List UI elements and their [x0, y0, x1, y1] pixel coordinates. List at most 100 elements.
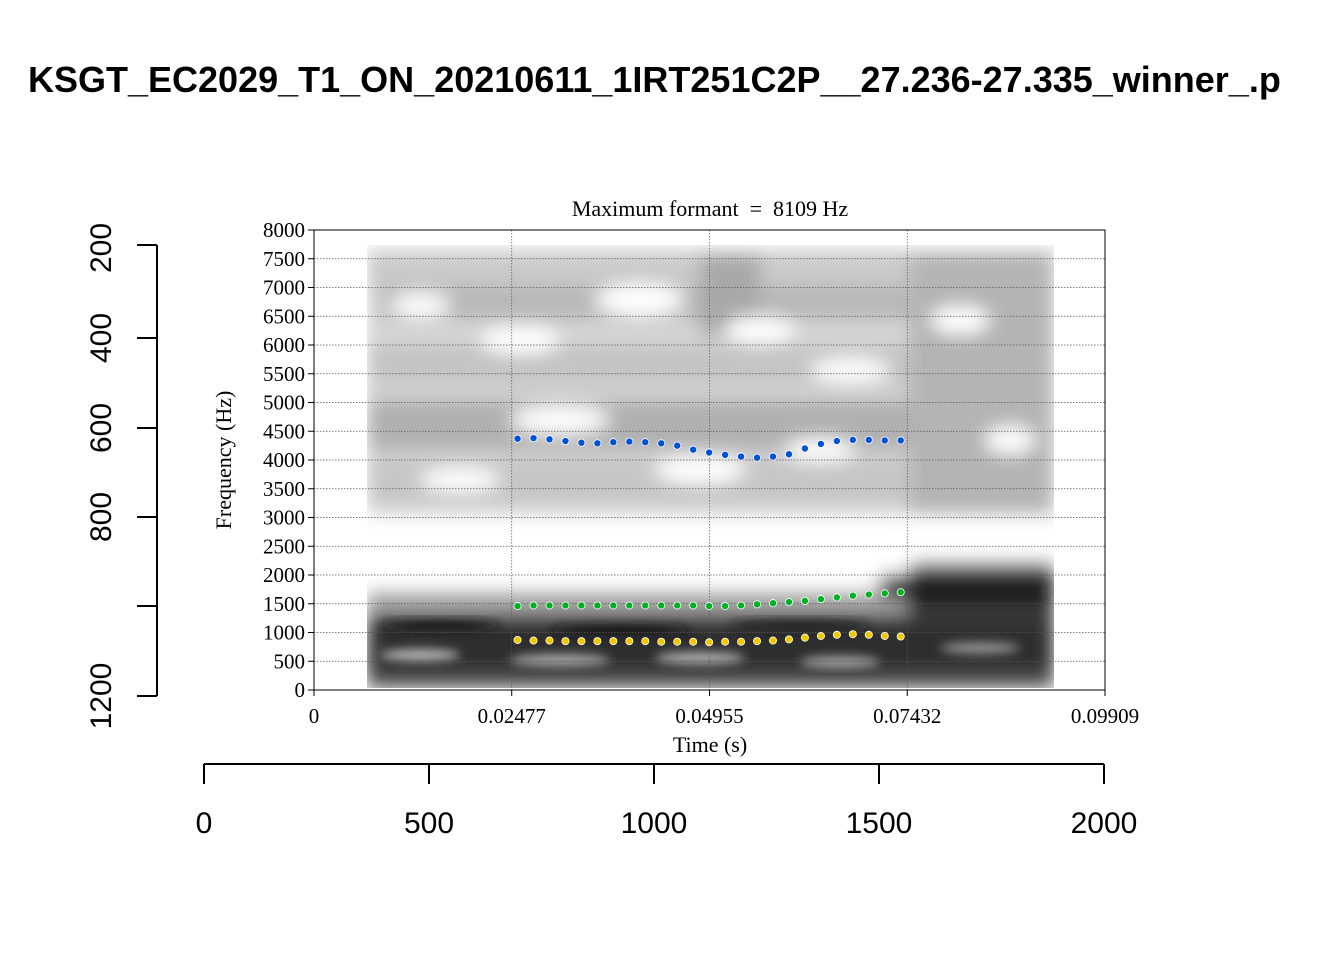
y-tick-label: 6500: [263, 304, 305, 328]
formant-point: [753, 453, 762, 462]
y-tick-label: 0: [295, 678, 306, 702]
formant-point: [561, 601, 570, 610]
formant-point: [641, 438, 650, 447]
formant-point: [705, 448, 714, 457]
formant-point: [689, 445, 698, 454]
formant-point: [689, 601, 698, 610]
y-tick-label: 6000: [263, 333, 305, 357]
formant-point: [832, 593, 841, 602]
formant-series-1: [513, 434, 905, 462]
formant-point: [625, 637, 634, 646]
formant-point: [721, 637, 730, 646]
outer-y-tick-label: 200: [85, 223, 118, 273]
outer-x-tick-label: 500: [404, 807, 454, 840]
x-tick-label: 0.04955: [675, 704, 743, 728]
outer-x-tick-label: 2000: [1071, 807, 1138, 840]
formant-point: [657, 637, 666, 646]
formant-point: [848, 591, 857, 600]
y-tick-label: 5000: [263, 391, 305, 415]
formant-point: [800, 633, 809, 642]
y-tick-label: 5500: [263, 362, 305, 386]
y-tick-label: 8000: [263, 218, 305, 242]
formant-point: [545, 435, 554, 444]
formant-point: [816, 631, 825, 640]
formant-series-3: [513, 630, 905, 647]
formant-point: [769, 599, 778, 608]
x-axis: 0 0.02477 0.04955 0.07432 0.09909: [309, 690, 1139, 728]
formant-point: [896, 632, 905, 641]
y-tick-label: 2000: [263, 563, 305, 587]
formant-point: [593, 637, 602, 646]
outer-y-tick-label: 600: [85, 403, 118, 453]
outer-x-tick-label: 0: [196, 807, 213, 840]
formant-point: [737, 637, 746, 646]
formant-point: [577, 601, 586, 610]
formant-point: [864, 590, 873, 599]
page-title: KSGT_EC2029_T1_ON_20210611_1IRT251C2P__2…: [28, 59, 1281, 100]
y-tick-label: 4000: [263, 448, 305, 472]
formant-point: [769, 636, 778, 645]
formant-point: [513, 602, 522, 611]
formant-point: [609, 438, 618, 447]
formant-point: [880, 631, 889, 640]
x-axis-label: Time (s): [673, 732, 747, 757]
formant-point: [689, 637, 698, 646]
x-tick-label: 0.02477: [478, 704, 546, 728]
formant-point: [721, 602, 730, 611]
y-tick-label: 7000: [263, 276, 305, 300]
formant-point: [705, 602, 714, 611]
formant-point: [784, 635, 793, 644]
formant-point: [832, 630, 841, 639]
formant-point: [625, 601, 634, 610]
y-tick-label: 1000: [263, 621, 305, 645]
formant-point: [721, 450, 730, 459]
formant-point: [561, 637, 570, 646]
formant-point: [609, 601, 618, 610]
formant-point: [816, 439, 825, 448]
y-tick-label: 3000: [263, 506, 305, 530]
y-tick-label: 2500: [263, 534, 305, 558]
formant-point: [561, 437, 570, 446]
x-tick-label: 0.07432: [873, 704, 941, 728]
formant-point: [609, 637, 618, 646]
formant-point: [832, 437, 841, 446]
formant-point: [641, 601, 650, 610]
outer-x-tick-label: 1500: [846, 807, 913, 840]
formant-point: [513, 434, 522, 443]
y-tick-label: 500: [274, 649, 306, 673]
y-axis: 0 500 1000 1500 2000 2500 3000 3500 4000 4500 5000…: [263, 218, 314, 702]
y-tick-label: 7500: [263, 247, 305, 271]
outer-y-tick-label: 800: [85, 492, 118, 542]
formant-point: [816, 595, 825, 604]
formant-plot: Maximum formant = 8109 Hz: [211, 196, 1139, 757]
formant-point: [641, 637, 650, 646]
x-tick-label: 0: [309, 704, 320, 728]
outer-x-axis: 0 500 1000 1500 2000: [196, 763, 1138, 840]
formant-point: [880, 589, 889, 598]
formant-point: [896, 436, 905, 445]
outer-y-tick-label: 1200: [85, 663, 118, 730]
spectrogram: [367, 250, 1054, 688]
x-tick-label: 0.09909: [1071, 704, 1139, 728]
formant-point: [800, 444, 809, 453]
formant-point: [848, 630, 857, 639]
formant-point: [529, 636, 538, 645]
formant-point: [657, 601, 666, 610]
formant-point: [737, 452, 746, 461]
formant-point: [737, 601, 746, 610]
y-tick-label: 4500: [263, 419, 305, 443]
formant-point: [769, 452, 778, 461]
formant-point: [848, 435, 857, 444]
formant-point: [673, 601, 682, 610]
formant-point: [896, 588, 905, 597]
formant-point: [593, 601, 602, 610]
formant-point: [577, 438, 586, 447]
formant-point: [784, 598, 793, 607]
chart-title: Maximum formant = 8109 Hz: [572, 196, 849, 221]
formant-point: [545, 601, 554, 610]
y-tick-label: 1500: [263, 592, 305, 616]
outer-y-tick-label: 400: [85, 313, 118, 363]
formant-point: [529, 601, 538, 610]
formant-point: [529, 434, 538, 443]
